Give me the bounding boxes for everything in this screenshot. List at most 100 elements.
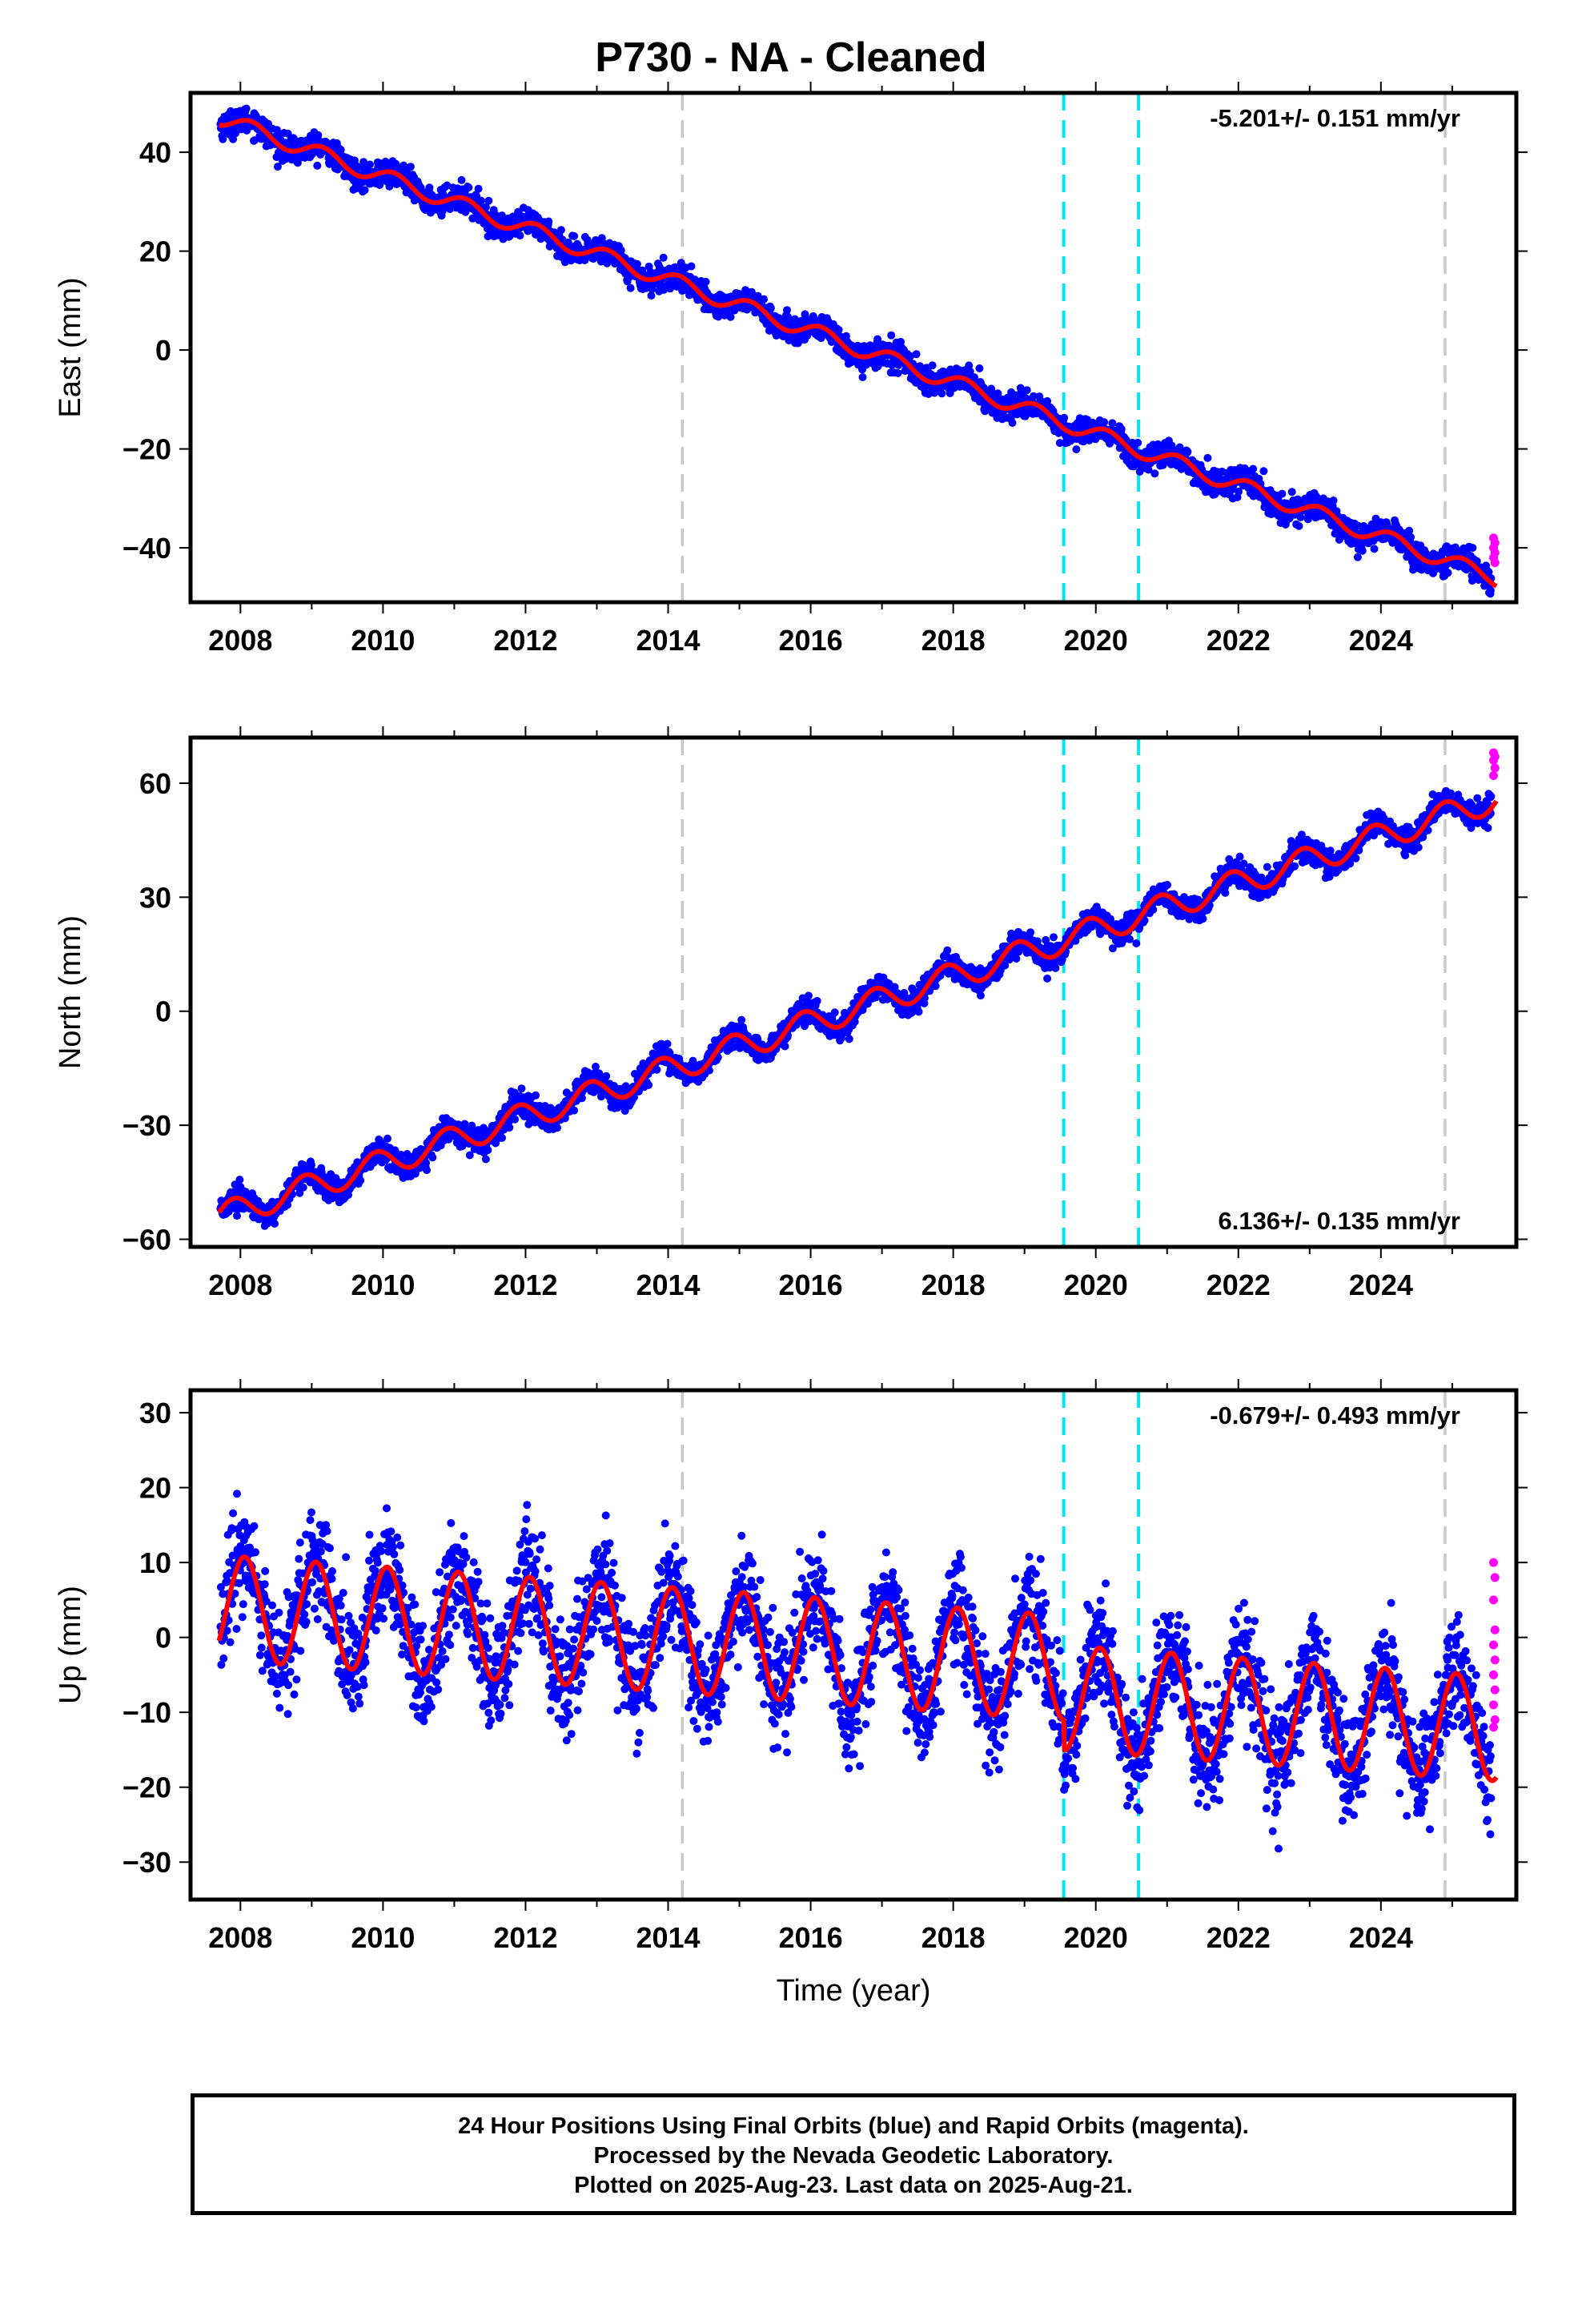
data-point	[366, 160, 374, 169]
x-tick-label: 2016	[779, 624, 843, 657]
data-point	[498, 1133, 506, 1142]
data-point	[425, 183, 434, 192]
data-point	[457, 175, 466, 184]
data-point	[517, 1084, 526, 1093]
data-point	[781, 1042, 789, 1051]
data-point	[938, 389, 946, 398]
x-tick-label: 2018	[921, 1269, 986, 1301]
data-point	[1296, 513, 1305, 521]
data-point	[314, 131, 323, 139]
data-point	[360, 186, 369, 195]
data-point	[481, 1155, 490, 1164]
data-point	[1329, 497, 1338, 505]
data-point	[511, 1115, 520, 1124]
data-point	[383, 1134, 391, 1143]
y-tick-label: 0	[155, 334, 171, 367]
x-tick-label: 2014	[636, 1269, 700, 1301]
y-tick-label: 40	[139, 136, 171, 169]
data-point	[726, 312, 735, 321]
data-point	[766, 304, 775, 312]
data-point	[299, 1183, 307, 1192]
data-point	[616, 246, 625, 255]
data-point	[975, 364, 984, 372]
data-point	[235, 1176, 244, 1184]
x-tick-label: 2022	[1207, 1269, 1271, 1301]
data-point	[242, 104, 251, 113]
data-point	[1353, 553, 1362, 561]
y-tick-label: −30	[122, 1109, 171, 1142]
data-point	[804, 991, 813, 1000]
data-point	[1468, 544, 1477, 553]
data-point	[965, 361, 974, 370]
data-point	[1183, 448, 1192, 456]
plot-area	[216, 738, 1500, 1247]
data-point	[652, 1065, 661, 1074]
x-tick-label: 2024	[1349, 1269, 1413, 1301]
data-point	[477, 196, 485, 205]
data-point	[505, 1124, 514, 1132]
data-point	[1295, 521, 1303, 530]
data-point	[428, 1153, 437, 1162]
x-tick-label: 2012	[493, 1269, 557, 1301]
x-tick-label: 2016	[779, 1269, 843, 1301]
data-point	[570, 231, 579, 240]
data-point	[1259, 467, 1268, 476]
data-point	[845, 1035, 853, 1043]
data-point	[813, 996, 821, 1005]
x-tick-label: 2012	[493, 624, 557, 657]
y-axis-label: East (mm)	[54, 277, 87, 417]
data-point	[1072, 445, 1081, 454]
data-point	[760, 295, 769, 304]
data-point	[1287, 488, 1296, 497]
x-tick-label: 2020	[1064, 1269, 1128, 1301]
y-tick-label: 30	[139, 881, 171, 914]
data-point	[532, 1091, 540, 1100]
data-point	[484, 196, 493, 205]
data-point	[626, 283, 635, 292]
data-point	[858, 373, 867, 381]
data-point	[1203, 453, 1212, 462]
data-point	[375, 181, 384, 189]
y-tick-label: −40	[122, 532, 171, 565]
data-point	[783, 306, 791, 315]
data-point	[1358, 546, 1367, 555]
y-tick-label: 60	[139, 767, 171, 800]
data-point	[336, 146, 345, 155]
data-point	[1030, 392, 1038, 400]
data-point	[1278, 489, 1287, 498]
data-point	[423, 1166, 431, 1175]
data-point	[1370, 545, 1379, 553]
x-tick-label: 2020	[1064, 624, 1128, 657]
data-point	[701, 277, 710, 286]
data-point	[1008, 419, 1017, 427]
data-point	[737, 1015, 746, 1024]
data-point	[602, 1072, 611, 1080]
data-point	[644, 1080, 653, 1089]
x-tick-label: 2022	[1207, 624, 1271, 657]
data-point	[474, 184, 483, 193]
chart-title: P730 - NA - Cleaned	[595, 34, 987, 81]
data-point	[687, 262, 696, 271]
data-point	[1150, 469, 1159, 478]
data-point	[544, 217, 553, 226]
data-point	[313, 161, 322, 170]
data-point	[516, 231, 524, 240]
data-point	[570, 1106, 579, 1115]
data-point	[356, 1176, 365, 1184]
data-point	[1022, 386, 1031, 395]
data-point	[481, 203, 490, 211]
data-point	[1043, 396, 1052, 405]
data-point	[647, 292, 656, 300]
data-point	[484, 1146, 492, 1155]
data-point	[219, 135, 227, 143]
y-tick-label: −20	[122, 433, 171, 466]
data-point	[887, 331, 896, 340]
data-point	[1443, 569, 1452, 577]
data-point	[400, 161, 408, 170]
y-tick-label: 0	[155, 995, 171, 1028]
y-axis-label: North (mm)	[54, 915, 87, 1069]
x-tick-label: 2008	[208, 1269, 272, 1301]
data-point	[1486, 586, 1495, 595]
plot-area	[216, 93, 1500, 602]
